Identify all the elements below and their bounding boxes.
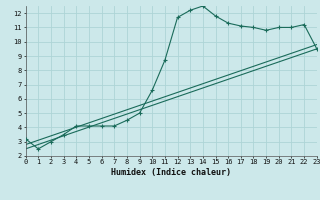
- X-axis label: Humidex (Indice chaleur): Humidex (Indice chaleur): [111, 168, 231, 177]
